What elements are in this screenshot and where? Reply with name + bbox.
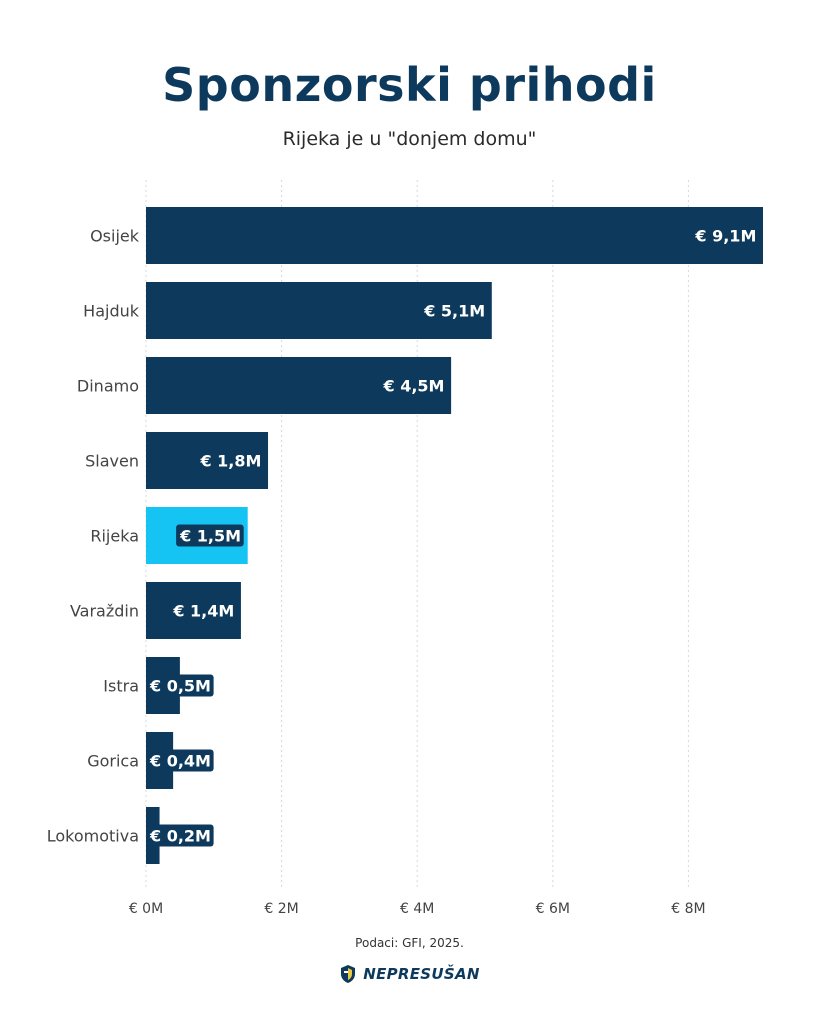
value-label-bg (146, 674, 214, 697)
category-label: Dinamo (77, 377, 139, 396)
category-label: Lokomotiva (47, 827, 139, 846)
value-label: € 0,2M (149, 827, 211, 846)
x-tick-label: € 2M (264, 901, 298, 917)
brand-name: NEPRESUŠAN (363, 965, 480, 983)
x-axis-ticks: € 0M € 2M € 4M € 6M € 8M (129, 901, 706, 917)
chart-subtitle: Rijeka je u "donjem domu" (282, 128, 537, 150)
x-tick-label: € 8M (671, 901, 705, 917)
chart-title: Sponzorski prihodi (162, 58, 657, 112)
value-label: € 1,4M (172, 602, 234, 621)
category-label: Slaven (85, 452, 139, 471)
shield-icon (341, 965, 356, 983)
category-label: Varaždin (70, 602, 139, 621)
bars: € 9,1M € 5,1M € 4,5M € 1,8M € 1,5M € 1,4M € 0,… (146, 207, 763, 864)
value-label: € 9,1M (694, 227, 756, 246)
value-label: € 1,5M (179, 527, 241, 546)
bar-chart: € 9,1M € 5,1M € 4,5M € 1,8M € 1,5M € 1,4M € 0,… (47, 180, 763, 917)
value-label-bg (176, 524, 244, 547)
value-label-bg (146, 749, 214, 772)
brand-logo: NEPRESUŠAN (0, 964, 819, 984)
category-label: Istra (103, 677, 139, 696)
bar-hajduk (146, 282, 492, 339)
bar-varaždin (146, 582, 241, 639)
value-label: € 0,5M (149, 677, 211, 696)
value-label: € 5,1M (423, 302, 485, 321)
category-label: Hajduk (83, 302, 140, 321)
bar-osijek (146, 207, 763, 264)
category-label: Gorica (87, 752, 139, 771)
x-tick-label: € 6M (536, 901, 570, 917)
source-note: Podaci: GFI, 2025. (355, 936, 464, 950)
category-label: Rijeka (90, 527, 139, 546)
value-label: € 1,8M (199, 452, 261, 471)
value-label: € 4,5M (383, 377, 445, 396)
category-labels: Osijek Hajduk Dinamo Slaven Rijeka Varaždin Is… (47, 227, 140, 846)
value-label: € 0,4M (149, 752, 211, 771)
category-label: Osijek (90, 227, 140, 246)
bar-dinamo (146, 357, 452, 414)
bar-slaven (146, 432, 269, 489)
value-label-bg (146, 824, 214, 847)
x-tick-label: € 0M (129, 901, 163, 917)
x-tick-label: € 4M (400, 901, 434, 917)
